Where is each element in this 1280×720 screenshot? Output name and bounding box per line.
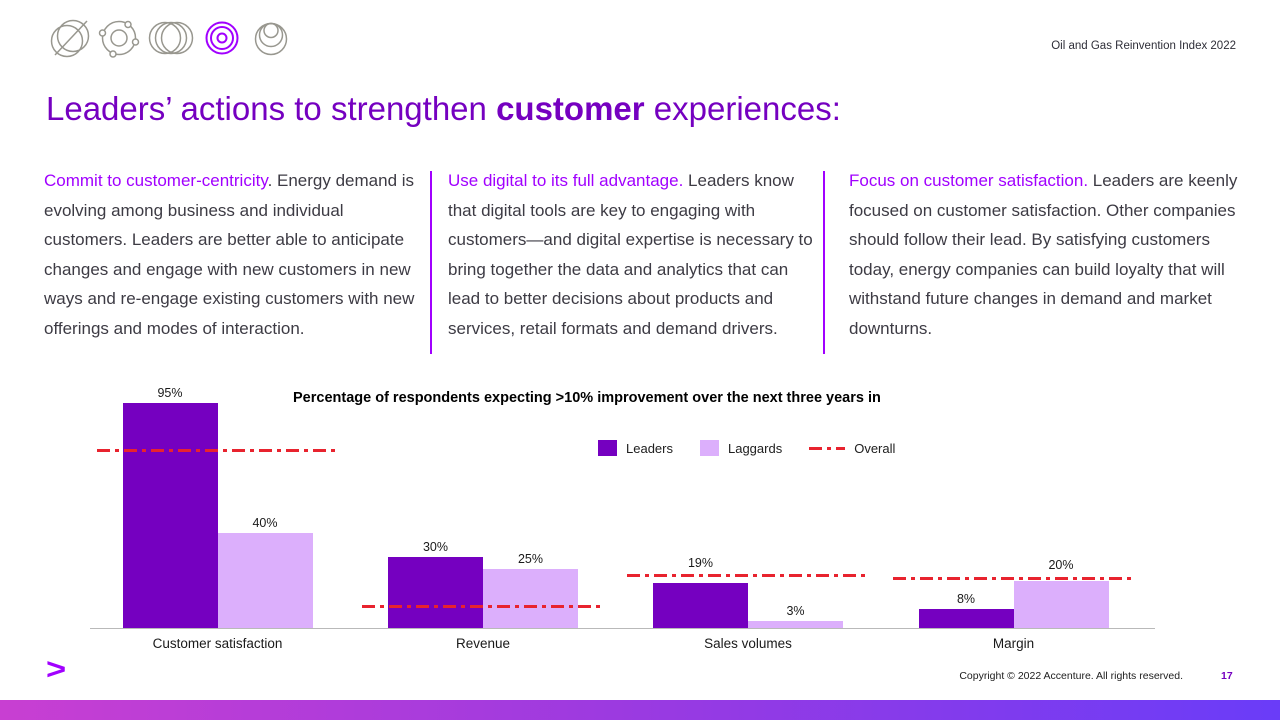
column-body: Leaders are keenly focused on customer s… xyxy=(849,171,1238,338)
column-divider xyxy=(823,171,825,354)
leaders-value-label: 30% xyxy=(422,539,449,554)
globe-strikethrough-icon xyxy=(48,16,90,60)
column-lead: Commit to customer-centricity xyxy=(44,171,268,190)
title-highlight: customer xyxy=(496,90,645,127)
leaders-bar xyxy=(918,609,1014,628)
header-icon-row xyxy=(48,16,292,60)
leaders-value-label: 95% xyxy=(157,385,183,400)
chart-title: Percentage of respondents expecting >10%… xyxy=(293,390,881,406)
legend-item-laggards: Laggards xyxy=(699,440,783,456)
legend-overall-label: Overall xyxy=(854,440,896,456)
chart-legend: Leaders Laggards Overall xyxy=(598,440,922,456)
bottom-gradient-bar xyxy=(0,700,1280,720)
overlapping-rings-icon xyxy=(148,16,194,60)
legend-item-overall: Overall xyxy=(809,441,895,456)
leaders-bar xyxy=(653,582,748,628)
laggards-value-label: 25% xyxy=(517,551,544,566)
legend-leaders-label: Leaders xyxy=(626,440,673,456)
column-body: . Energy demand is evolving among busine… xyxy=(44,171,415,338)
category-label: Sales volumes xyxy=(704,636,792,651)
leaders-bar xyxy=(388,556,483,628)
overall-line xyxy=(892,576,1135,580)
overall-line xyxy=(96,448,339,452)
legend-laggards-label: Laggards xyxy=(727,440,783,456)
legend-overall-line-sample xyxy=(809,446,846,450)
chart-plot: 95% 40% Customer satisfaction 30% 25% Revenue… xyxy=(90,385,1155,651)
laggards-bar xyxy=(217,533,313,628)
copyright-text: Copyright © 2022 Accenture. All rights r… xyxy=(959,670,1183,682)
laggards-value-label: 40% xyxy=(252,516,278,531)
category-label: Margin xyxy=(992,636,1035,651)
column-customer-centricity: Commit to customer-centricity. Energy de… xyxy=(44,166,424,343)
overall-line xyxy=(627,574,869,578)
page-number: 17 xyxy=(1221,670,1233,682)
category-label: Customer satisfaction xyxy=(152,636,283,651)
leaders-value-label: 8% xyxy=(956,592,976,607)
accenture-logo: > xyxy=(46,653,67,686)
column-body: Leaders know that digital tools are key … xyxy=(448,171,813,338)
leaders-bar xyxy=(122,402,218,628)
leaders-value-label: 19% xyxy=(687,555,714,570)
column-customer-satisfaction: Focus on customer satisfaction. Leaders … xyxy=(849,166,1241,343)
legend-item-leaders: Leaders xyxy=(598,440,673,456)
nested-circles-icon xyxy=(250,16,292,60)
document-label: Oil and Gas Reinvention Index 2022 xyxy=(1051,40,1236,52)
title-suffix: experiences: xyxy=(644,90,841,127)
title-prefix: Leaders’ actions to strengthen xyxy=(46,90,497,127)
laggards-bar xyxy=(1013,580,1109,628)
category-label: Revenue xyxy=(455,636,511,651)
bullseye-icon xyxy=(201,16,243,60)
laggards-bar xyxy=(483,568,578,628)
column-lead: Focus on customer satisfaction. xyxy=(849,171,1089,190)
column-divider xyxy=(430,171,432,354)
legend-laggards-swatch xyxy=(699,440,719,456)
laggards-value-label: 20% xyxy=(1048,558,1074,573)
legend-leaders-swatch xyxy=(598,440,617,456)
laggards-bar xyxy=(748,620,843,628)
column-lead: Use digital to its full advantage. xyxy=(448,171,684,190)
laggards-value-label: 3% xyxy=(786,603,805,618)
column-digital-advantage: Use digital to its full advantage. Leade… xyxy=(448,166,820,343)
orbit-nodes-icon xyxy=(97,16,141,60)
page-title: Leaders’ actions to strengthen customer … xyxy=(46,90,841,128)
overall-line xyxy=(362,605,604,609)
